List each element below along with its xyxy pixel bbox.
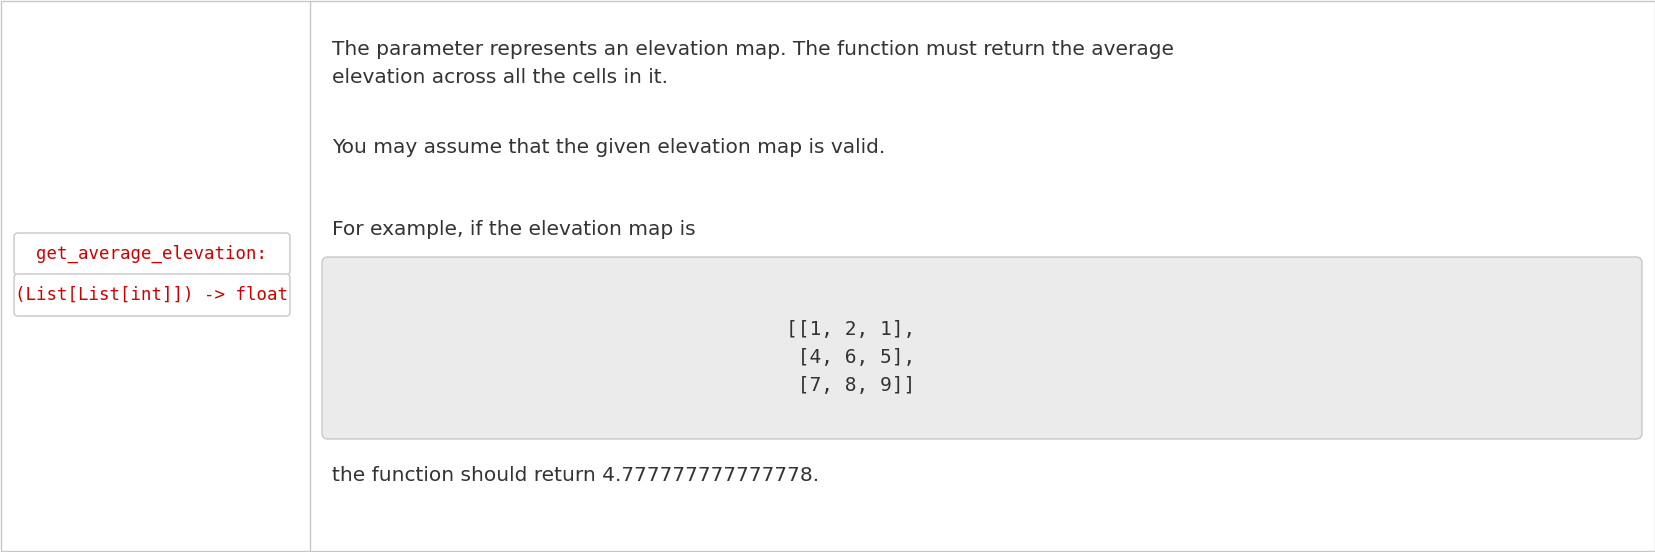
- FancyBboxPatch shape: [13, 233, 290, 275]
- Text: You may assume that the given elevation map is valid.: You may assume that the given elevation …: [331, 138, 885, 157]
- Text: (List[List[int]]) -> float: (List[List[int]]) -> float: [15, 286, 288, 304]
- Text: For example, if the elevation map is: For example, if the elevation map is: [331, 220, 695, 239]
- Text: The parameter represents an elevation map. The function must return the average: The parameter represents an elevation ma…: [331, 40, 1173, 59]
- FancyBboxPatch shape: [13, 274, 290, 316]
- Text: [4, 6, 5],: [4, 6, 5],: [786, 348, 915, 367]
- Text: [[1, 2, 1],: [[1, 2, 1],: [786, 320, 915, 339]
- Text: the function should return 4.777777777777778.: the function should return 4.77777777777…: [331, 466, 819, 485]
- FancyBboxPatch shape: [321, 257, 1642, 439]
- Text: [7, 8, 9]]: [7, 8, 9]]: [786, 376, 915, 395]
- Text: elevation across all the cells in it.: elevation across all the cells in it.: [331, 68, 667, 87]
- Text: get_average_elevation:: get_average_elevation:: [36, 245, 268, 263]
